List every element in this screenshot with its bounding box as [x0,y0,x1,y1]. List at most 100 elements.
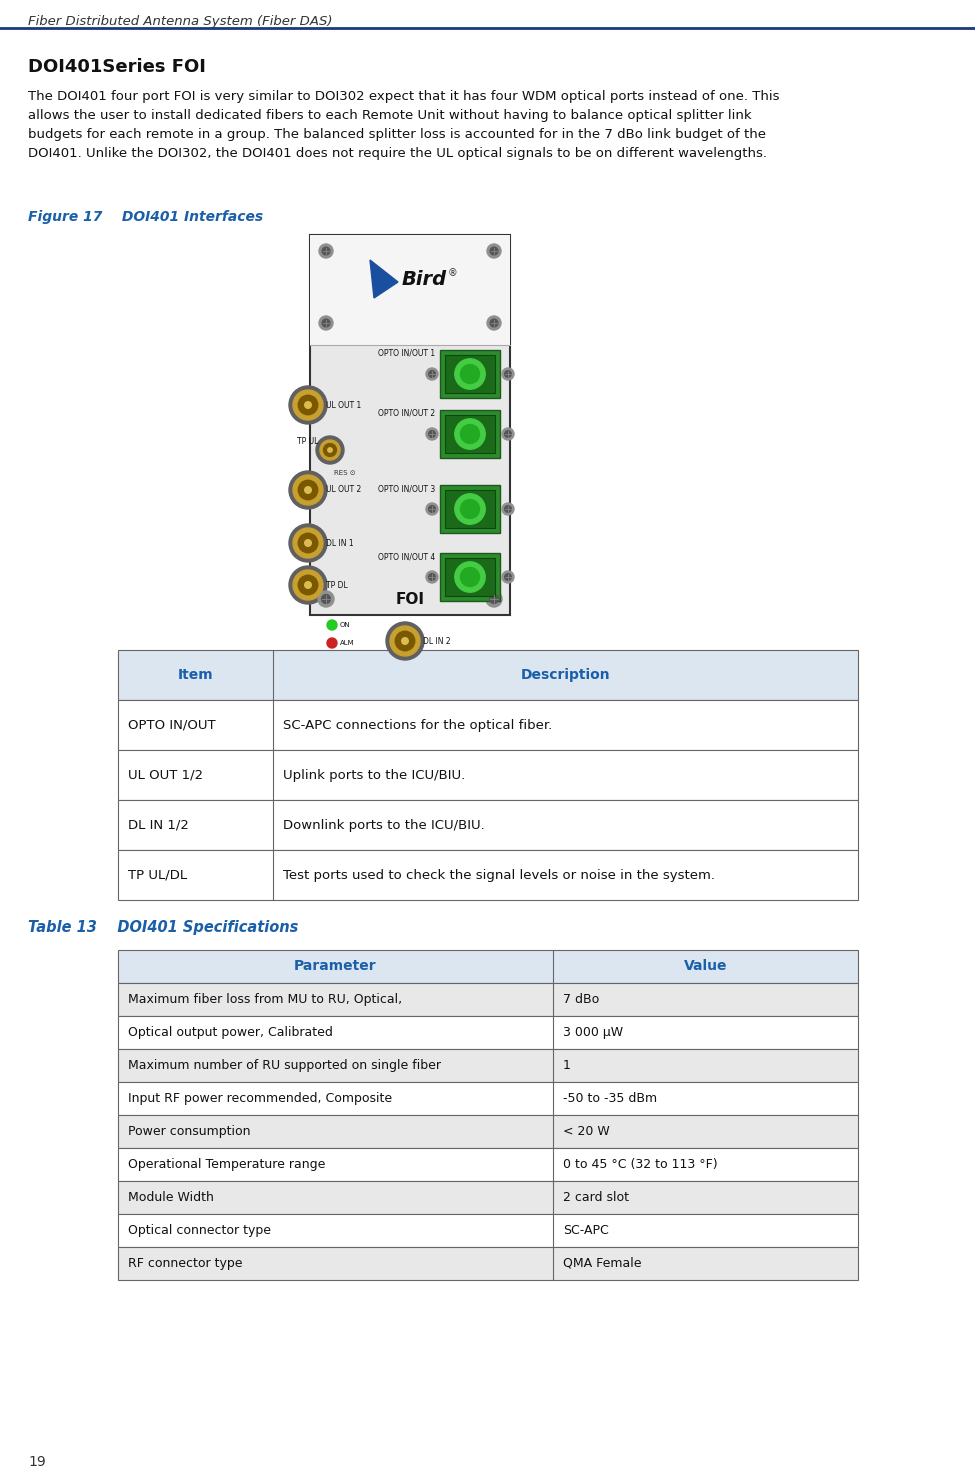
Bar [310,235,510,615]
Circle shape [298,575,318,595]
Text: Uplink ports to the ICU/BIU.: Uplink ports to the ICU/BIU. [283,769,465,781]
Text: OPTO IN/OUT 2: OPTO IN/OUT 2 [378,410,435,418]
Circle shape [502,571,514,583]
Circle shape [324,443,336,457]
Text: SC-APC connections for the optical fiber.: SC-APC connections for the optical fiber… [283,718,552,731]
Circle shape [429,574,435,580]
Circle shape [460,499,480,518]
Circle shape [289,524,327,562]
Circle shape [316,436,344,464]
Circle shape [505,505,511,512]
Text: Test ports used to check the signal levels or noise in the system.: Test ports used to check the signal leve… [283,869,715,881]
Circle shape [327,619,337,630]
Bar [445,558,495,596]
Text: UL OUT 2: UL OUT 2 [326,486,362,495]
Text: budgets for each remote in a group. The balanced splitter loss is accounted for : budgets for each remote in a group. The … [28,128,766,141]
Bar [118,1016,858,1050]
Circle shape [502,368,514,380]
Circle shape [328,448,332,452]
Bar [118,984,858,1016]
Circle shape [505,574,511,580]
Text: UL OUT 1/2: UL OUT 1/2 [128,769,203,781]
Text: Maximum fiber loss from MU to RU, Optical,: Maximum fiber loss from MU to RU, Optica… [128,992,402,1006]
Circle shape [305,540,311,546]
Circle shape [502,504,514,515]
Text: 19: 19 [28,1455,46,1468]
Text: Optical connector type: Optical connector type [128,1224,271,1238]
Circle shape [327,639,337,647]
Text: OPTO IN/OUT 3: OPTO IN/OUT 3 [377,484,435,493]
Circle shape [426,368,438,380]
Bar [118,850,858,900]
Polygon shape [370,260,398,298]
Bar [118,1214,858,1246]
Circle shape [298,395,318,415]
Bar [445,355,495,393]
Bar [445,490,495,528]
Bar [440,349,500,398]
Circle shape [429,371,435,377]
Circle shape [390,625,420,656]
Circle shape [490,247,498,255]
Text: Figure 17    DOI401 Interfaces: Figure 17 DOI401 Interfaces [28,210,263,225]
Circle shape [289,567,327,603]
Circle shape [293,570,323,600]
Text: Fiber Distributed Antenna System (Fiber DAS): Fiber Distributed Antenna System (Fiber … [28,15,332,28]
Text: 7 dBo: 7 dBo [563,992,600,1006]
Text: TP DL: TP DL [326,580,348,590]
Text: -50 to -35 dBm: -50 to -35 dBm [563,1092,657,1105]
Circle shape [502,429,514,440]
Text: Item: Item [177,668,214,683]
Text: 2 card slot: 2 card slot [563,1191,629,1204]
Circle shape [322,595,331,603]
Text: The DOI401 four port FOI is very similar to DOI302 expect that it has four WDM o: The DOI401 four port FOI is very similar… [28,90,779,103]
Text: OPTO IN/OUT: OPTO IN/OUT [128,718,215,731]
Circle shape [305,402,311,408]
Text: Maximum number of RU supported on single fiber: Maximum number of RU supported on single… [128,1058,441,1072]
Bar [118,650,858,700]
Circle shape [318,592,334,606]
Text: < 20 W: < 20 W [563,1124,609,1138]
Bar [440,484,500,533]
Text: FOI: FOI [396,592,424,606]
Text: 1: 1 [563,1058,571,1072]
Text: Bird: Bird [402,270,448,289]
Text: TP UL/DL: TP UL/DL [128,869,187,881]
Circle shape [487,244,501,258]
Circle shape [395,631,414,650]
Circle shape [322,247,330,255]
Circle shape [460,424,480,443]
Circle shape [505,430,511,437]
Text: allows the user to install dedicated fibers to each Remote Unit without having t: allows the user to install dedicated fib… [28,109,752,122]
Text: DOI401Series FOI: DOI401Series FOI [28,59,206,76]
Text: 3 000 μW: 3 000 μW [563,1026,623,1039]
Text: UL OUT 1: UL OUT 1 [326,401,362,410]
Circle shape [460,568,480,587]
Bar [440,553,500,600]
Text: Module Width: Module Width [128,1191,214,1204]
Circle shape [289,471,327,509]
Bar [310,235,510,345]
Circle shape [305,487,311,493]
Circle shape [454,493,486,524]
Circle shape [454,358,486,389]
Circle shape [486,592,502,606]
Circle shape [293,390,323,420]
Circle shape [454,562,486,592]
Circle shape [487,316,501,330]
Circle shape [454,418,486,449]
Circle shape [429,430,435,437]
Circle shape [386,622,424,661]
Text: Description: Description [521,668,610,683]
Text: Power consumption: Power consumption [128,1124,251,1138]
Text: Downlink ports to the ICU/BIU.: Downlink ports to the ICU/BIU. [283,819,485,831]
Circle shape [289,386,327,424]
Text: DL IN 1: DL IN 1 [326,539,354,548]
Bar [118,800,858,850]
Bar [118,1246,858,1280]
Text: Value: Value [683,960,727,973]
Text: SC-APC: SC-APC [563,1224,608,1238]
Text: OPTO IN/OUT 1: OPTO IN/OUT 1 [378,349,435,358]
Bar [118,1148,858,1180]
Circle shape [426,429,438,440]
